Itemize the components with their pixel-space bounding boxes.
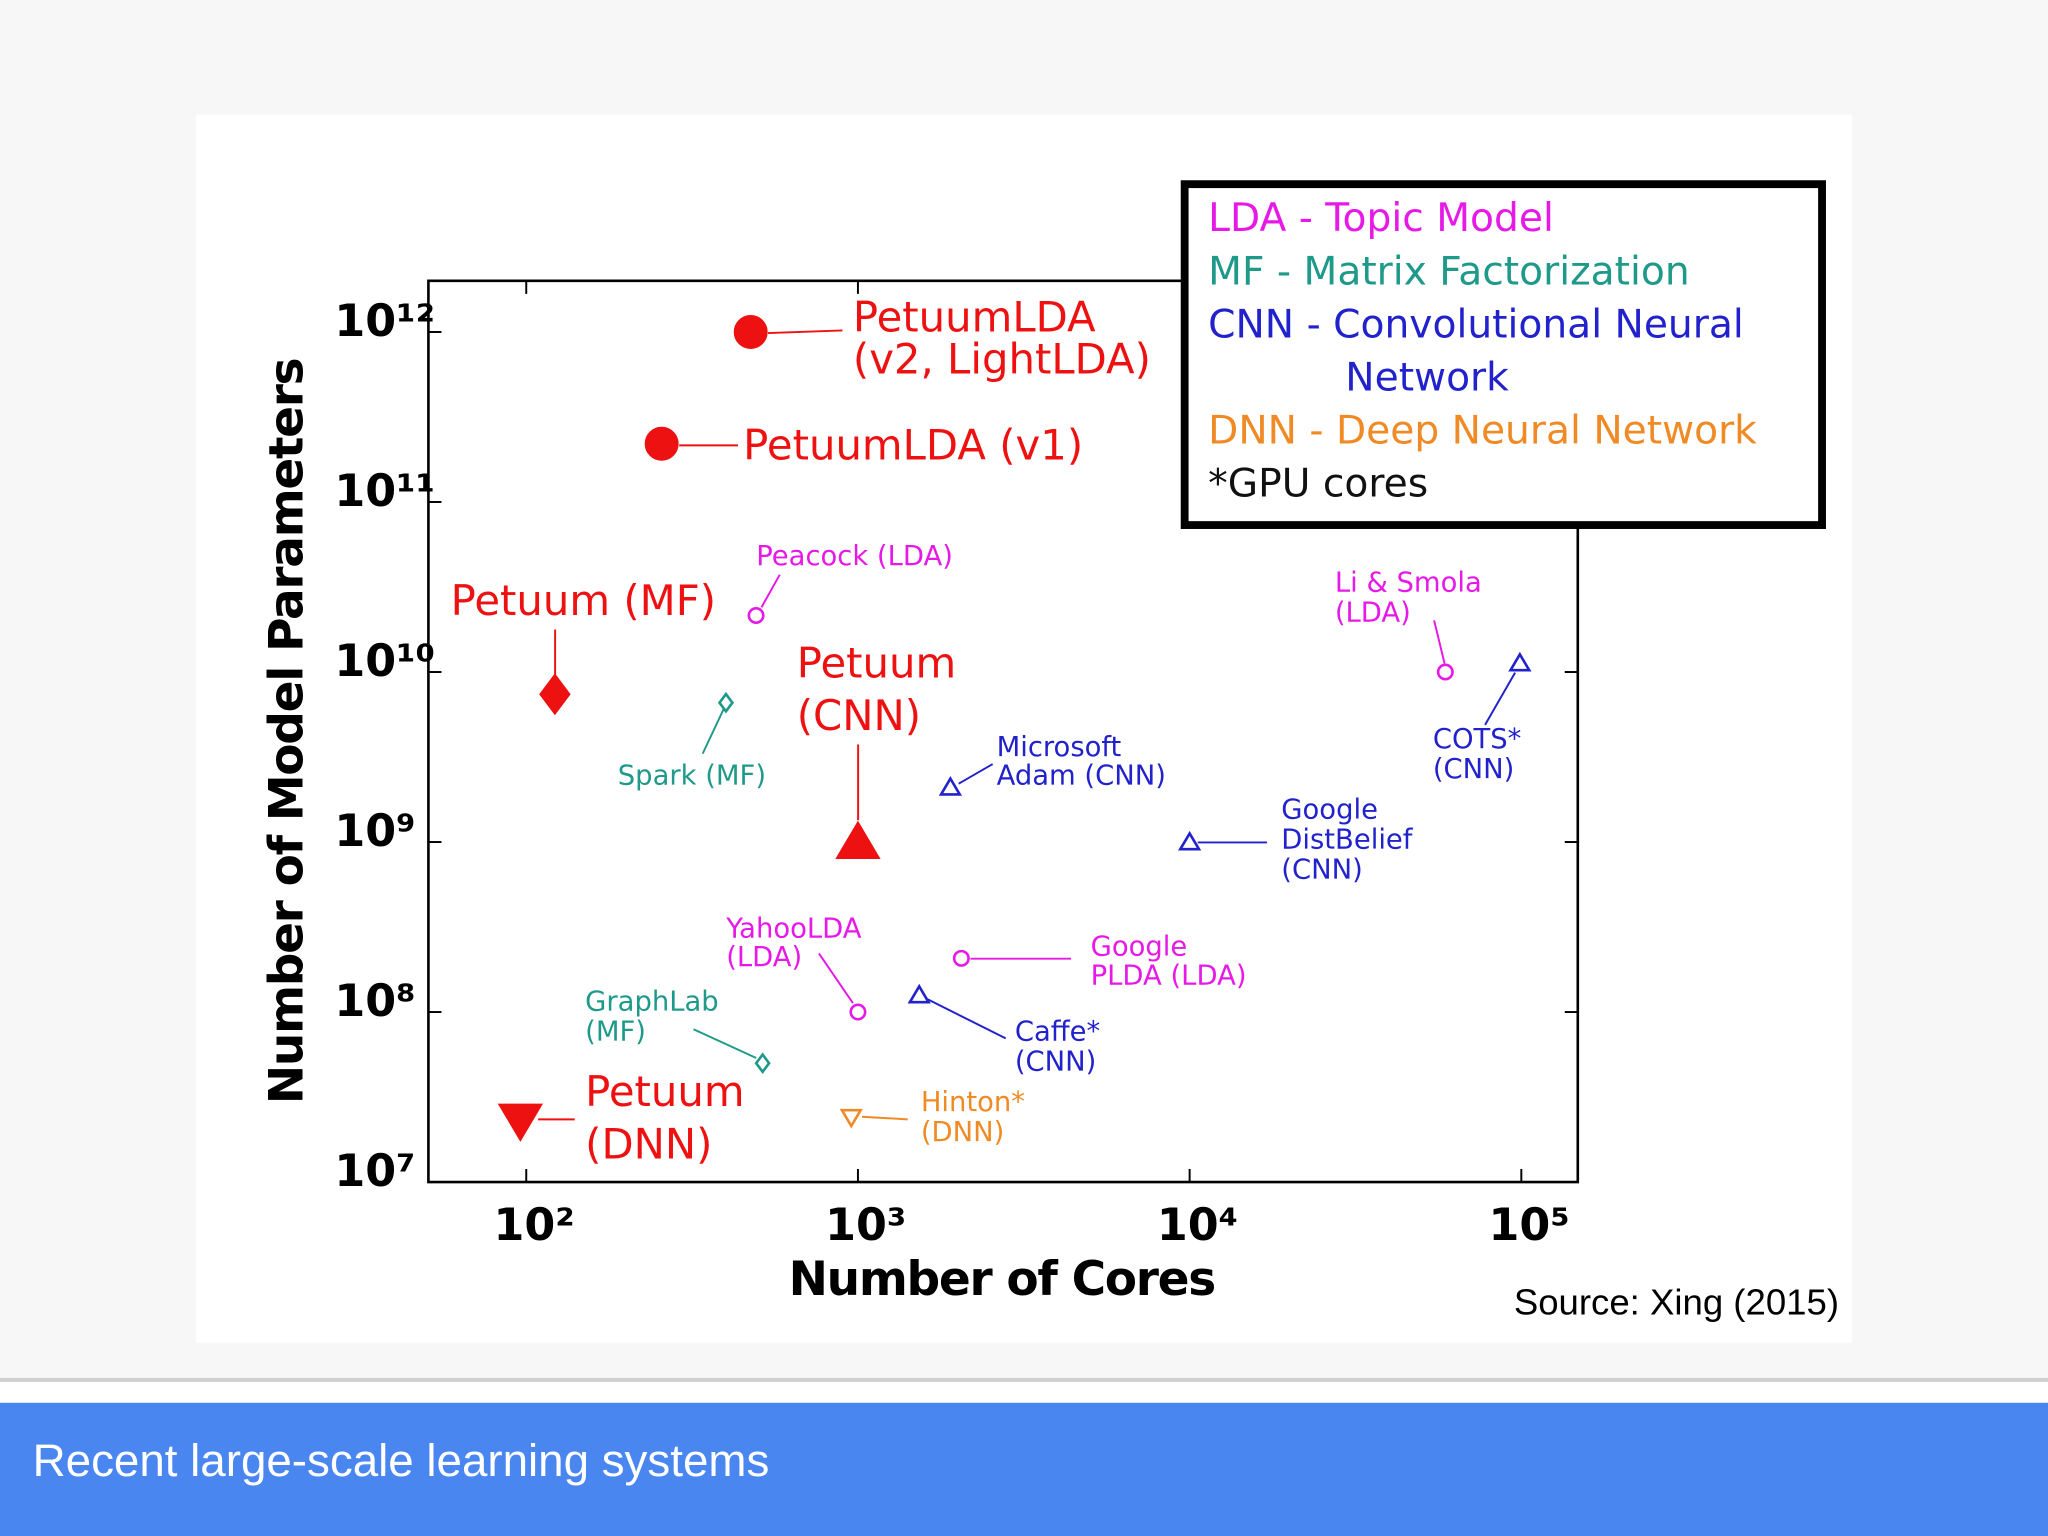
point-label: (CNN) (1015, 1047, 1097, 1078)
point-label: PetuumLDA (853, 293, 1096, 342)
x-tick-label: 10² (493, 1200, 574, 1251)
point-label: DistBelief (1281, 825, 1413, 856)
point-label: Peacock (LDA) (756, 541, 953, 572)
leader-line (693, 1028, 757, 1059)
point (733, 315, 768, 349)
point-label: PLDA (LDA) (1091, 960, 1247, 991)
legend-entry: DNN - Deep Neural Network (1208, 408, 1757, 453)
point (747, 607, 765, 624)
leader-line (767, 329, 843, 335)
y-tick-label: 10⁹ (334, 806, 415, 857)
leader-line (926, 998, 1007, 1040)
point-label: COTS* (1433, 724, 1522, 755)
point (1436, 663, 1454, 681)
y-tick-label: 10¹⁰ (334, 636, 435, 687)
legend-entry: *GPU cores (1208, 461, 1428, 506)
point-label: (DNN) (585, 1119, 712, 1168)
legend-entry: MF - Matrix Factorization (1208, 249, 1690, 294)
point-label: (MF) (585, 1017, 646, 1048)
point-label: (LDA) (1335, 597, 1411, 628)
y-tick-label: 10¹¹ (334, 466, 435, 517)
point-label: (LDA) (726, 942, 802, 973)
leader-line (861, 1115, 908, 1121)
point-label: Google (1281, 795, 1378, 826)
legend-entry: Network (1345, 355, 1509, 400)
point-label: Spark (MF) (618, 761, 766, 792)
footer-title: Recent large-scale learning systems (33, 1435, 770, 1486)
point (754, 1052, 771, 1075)
point (1178, 830, 1202, 851)
leader-line (1433, 620, 1446, 664)
point-label: Caffe* (1015, 1017, 1100, 1048)
point-label: (CNN) (797, 691, 921, 740)
point-label: Google (1091, 932, 1188, 963)
point (539, 673, 571, 716)
point (952, 949, 970, 967)
point-label: Li & Smola (1335, 567, 1482, 598)
point-label: YahooLDA (725, 913, 862, 944)
point-label: Petuum (585, 1067, 744, 1116)
leader-line (701, 708, 725, 755)
point (644, 426, 679, 461)
legend-box (1180, 180, 1826, 529)
legend-entry: LDA - Topic Model (1208, 196, 1554, 241)
point (717, 691, 735, 714)
point-label: (CNN) (1433, 754, 1515, 785)
point (1508, 651, 1532, 672)
point-label: (v2, LightLDA) (853, 334, 1151, 383)
point-label: Petuum (797, 639, 956, 688)
point (835, 820, 881, 860)
point-label: PetuumLDA (v1) (743, 421, 1083, 470)
point (497, 1103, 544, 1142)
point-label: Microsoft (997, 732, 1122, 763)
point (839, 1108, 863, 1129)
x-axis-label: Number of Cores (789, 1252, 1215, 1307)
source-note: Source: Xing (2015) (1514, 1281, 1839, 1322)
y-tick-label: 10⁸ (334, 976, 415, 1027)
x-tick-label: 10³ (825, 1200, 906, 1251)
point-label: (CNN) (1281, 855, 1363, 886)
leader-line (1484, 672, 1516, 726)
y-tick-label: 10⁷ (334, 1146, 415, 1197)
x-tick-label: 10⁴ (1157, 1200, 1238, 1251)
leader-line (958, 763, 994, 785)
point-label: Hinton* (921, 1087, 1025, 1118)
divider (0, 1377, 2048, 1382)
point (907, 983, 931, 1004)
leader-line (760, 574, 781, 608)
leader-line (818, 952, 854, 1004)
x-tick-label: 10⁵ (1489, 1200, 1570, 1251)
point-label: GraphLab (585, 987, 719, 1018)
y-tick-label: 10¹² (334, 296, 435, 347)
point (849, 1003, 867, 1021)
legend-entry: CNN - Convolutional Neural (1208, 302, 1744, 347)
point-label: Adam (CNN) (997, 761, 1166, 792)
point-label: (DNN) (921, 1117, 1005, 1148)
y-axis-label: Number of Model Parameters (259, 359, 314, 1104)
point-label: Petuum (MF) (451, 576, 716, 625)
point (938, 776, 963, 796)
footer-bar (0, 1402, 2048, 1536)
plot-frame (427, 279, 1580, 1184)
